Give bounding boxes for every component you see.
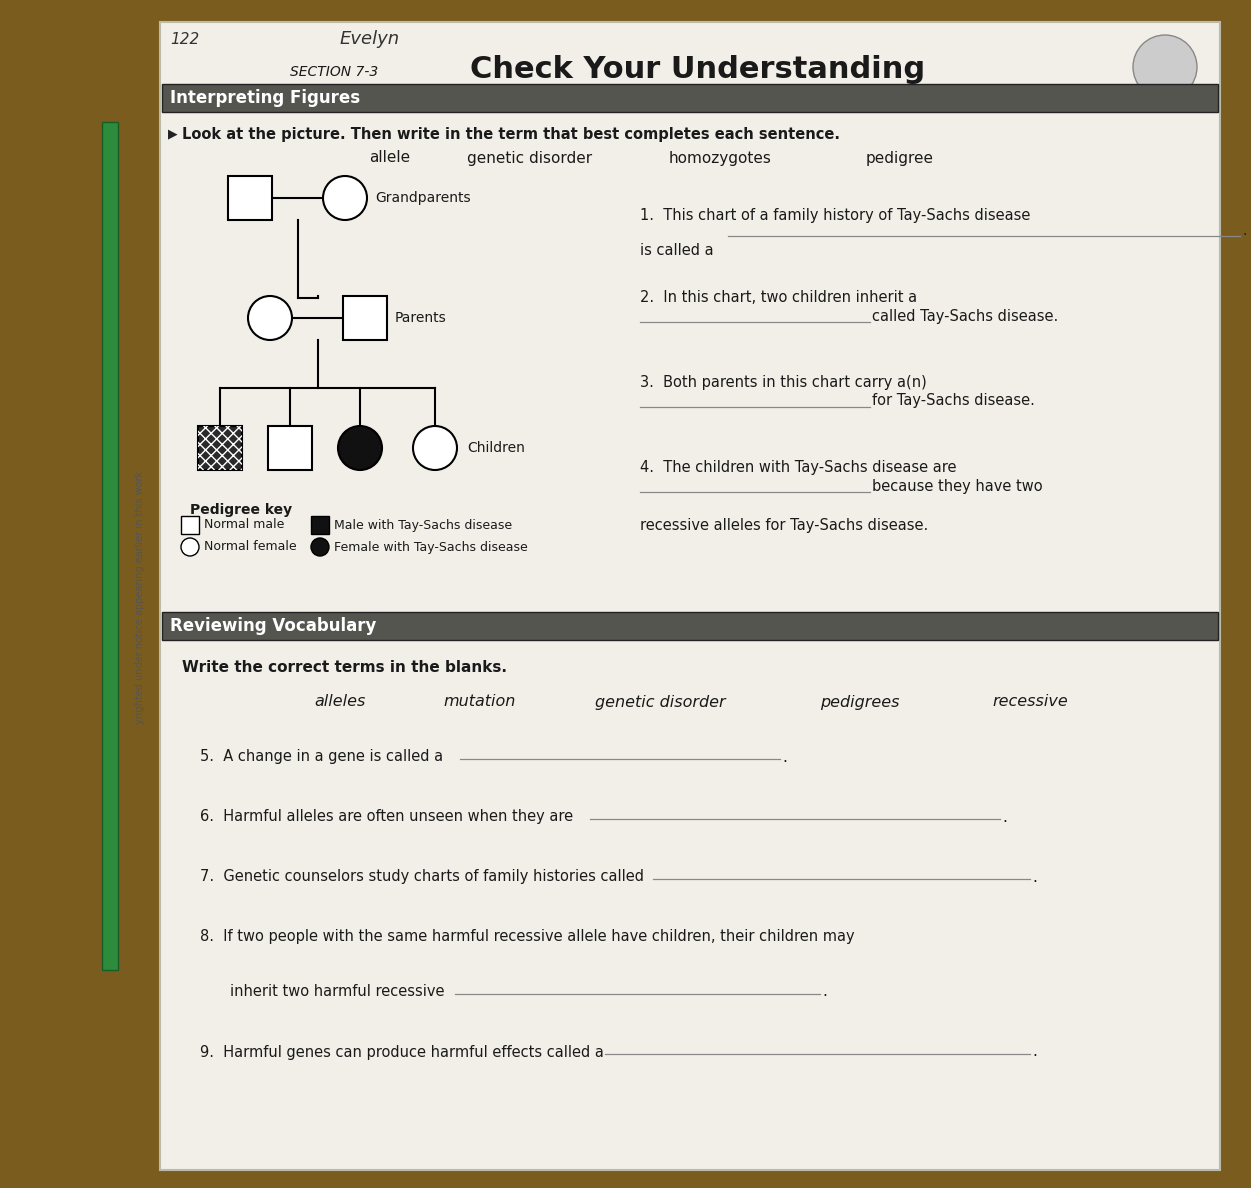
Text: genetic disorder: genetic disorder bbox=[594, 695, 726, 709]
Text: .: . bbox=[782, 750, 787, 765]
Text: for Tay-Sachs disease.: for Tay-Sachs disease. bbox=[872, 393, 1035, 409]
Text: 5.  A change in a gene is called a: 5. A change in a gene is called a bbox=[200, 750, 443, 765]
Text: mutation: mutation bbox=[444, 695, 517, 709]
Text: SECTION 7-3: SECTION 7-3 bbox=[290, 65, 378, 78]
Text: 6.  Harmful alleles are often unseen when they are: 6. Harmful alleles are often unseen when… bbox=[200, 809, 573, 824]
Text: Female with Tay-Sachs disease: Female with Tay-Sachs disease bbox=[334, 541, 528, 554]
Bar bbox=[161, 84, 1218, 112]
Text: 7.  Genetic counselors study charts of family histories called: 7. Genetic counselors study charts of fa… bbox=[200, 870, 644, 885]
Text: recessive alleles for Tay-Sachs disease.: recessive alleles for Tay-Sachs disease. bbox=[641, 518, 928, 533]
Text: homozygotes: homozygotes bbox=[668, 151, 772, 165]
Circle shape bbox=[1133, 34, 1197, 99]
Text: Check Your Understanding: Check Your Understanding bbox=[470, 56, 926, 84]
Text: 3.  Both parents in this chart carry a(n): 3. Both parents in this chart carry a(n) bbox=[641, 375, 927, 390]
Text: Look at the picture. Then write in the term that best completes each sentence.: Look at the picture. Then write in the t… bbox=[181, 126, 839, 141]
Text: 122: 122 bbox=[170, 32, 199, 48]
Circle shape bbox=[338, 426, 382, 470]
Text: Grandparents: Grandparents bbox=[375, 191, 470, 206]
Circle shape bbox=[413, 426, 457, 470]
Text: allele: allele bbox=[369, 151, 410, 165]
Bar bbox=[198, 426, 241, 470]
Text: Evelyn: Evelyn bbox=[340, 30, 400, 48]
Bar bbox=[160, 23, 1220, 1170]
Text: 2.  In this chart, two children inherit a: 2. In this chart, two children inherit a bbox=[641, 290, 917, 305]
Text: yrighted under notice appearing earlier in this work.: yrighted under notice appearing earlier … bbox=[135, 468, 145, 723]
Text: inherit two harmful recessive: inherit two harmful recessive bbox=[230, 985, 444, 999]
Text: recessive: recessive bbox=[992, 695, 1068, 709]
Text: 8.  If two people with the same harmful recessive allele have children, their ch: 8. If two people with the same harmful r… bbox=[200, 929, 854, 944]
Text: Parents: Parents bbox=[395, 311, 447, 326]
Text: pedigrees: pedigrees bbox=[821, 695, 899, 709]
Text: Write the correct terms in the blanks.: Write the correct terms in the blanks. bbox=[181, 661, 507, 676]
Text: Male with Tay-Sachs disease: Male with Tay-Sachs disease bbox=[334, 518, 512, 531]
Circle shape bbox=[248, 296, 291, 340]
Bar bbox=[161, 612, 1218, 640]
Text: pedigree: pedigree bbox=[866, 151, 934, 165]
Text: ▶: ▶ bbox=[168, 127, 178, 140]
Text: 1.  This chart of a family history of Tay-Sachs disease: 1. This chart of a family history of Tay… bbox=[641, 208, 1031, 223]
Text: is called a: is called a bbox=[641, 244, 713, 258]
Text: Reviewing Vocabulary: Reviewing Vocabulary bbox=[170, 617, 377, 636]
Bar bbox=[103, 122, 118, 969]
Text: because they have two: because they have two bbox=[872, 479, 1042, 493]
Circle shape bbox=[311, 538, 329, 556]
Circle shape bbox=[323, 176, 367, 220]
Bar bbox=[181, 516, 199, 533]
Text: alleles: alleles bbox=[314, 695, 365, 709]
Text: Normal male: Normal male bbox=[204, 518, 284, 531]
Text: Pedigree key: Pedigree key bbox=[190, 503, 293, 517]
Bar bbox=[343, 296, 387, 340]
Text: .: . bbox=[1242, 225, 1246, 238]
Text: Normal female: Normal female bbox=[204, 541, 296, 554]
Bar bbox=[268, 426, 311, 470]
Text: genetic disorder: genetic disorder bbox=[468, 151, 593, 165]
Circle shape bbox=[181, 538, 199, 556]
Text: .: . bbox=[1032, 1044, 1037, 1060]
Bar bbox=[311, 516, 329, 533]
Text: .: . bbox=[1002, 809, 1007, 824]
Bar bbox=[198, 426, 241, 470]
Text: Children: Children bbox=[467, 441, 525, 455]
Text: .: . bbox=[1032, 870, 1037, 885]
Text: Interpreting Figures: Interpreting Figures bbox=[170, 89, 360, 107]
Text: 4.  The children with Tay-Sachs disease are: 4. The children with Tay-Sachs disease a… bbox=[641, 460, 957, 475]
Text: 9.  Harmful genes can produce harmful effects called a: 9. Harmful genes can produce harmful eff… bbox=[200, 1044, 604, 1060]
Text: .: . bbox=[822, 985, 827, 999]
Text: called Tay-Sachs disease.: called Tay-Sachs disease. bbox=[872, 309, 1058, 323]
Bar bbox=[228, 176, 271, 220]
